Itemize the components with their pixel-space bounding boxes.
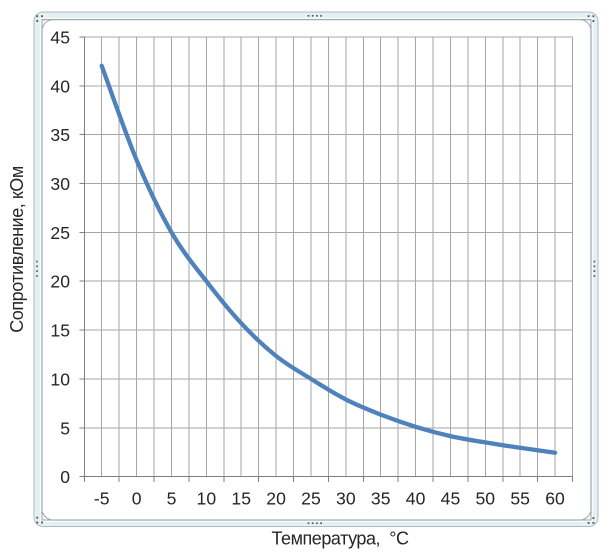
svg-text:-5: -5 [94,489,110,509]
svg-text:35: 35 [50,125,70,145]
svg-text:5: 5 [167,489,177,509]
svg-text:50: 50 [476,489,496,509]
svg-text:Сопротивление, кОм: Сопротивление, кОм [7,166,27,333]
svg-text:20: 20 [266,489,286,509]
svg-text:0: 0 [132,489,142,509]
svg-text:10: 10 [197,489,217,509]
svg-text:55: 55 [510,489,530,509]
svg-text:15: 15 [50,321,70,341]
svg-text:10: 10 [50,369,70,389]
svg-text:25: 25 [50,223,70,243]
svg-text:30: 30 [336,489,356,509]
svg-text:0: 0 [60,467,70,487]
svg-text:40: 40 [406,489,426,509]
svg-text:35: 35 [371,489,391,509]
svg-text:20: 20 [50,272,70,292]
svg-text:40: 40 [50,76,70,96]
svg-text:15: 15 [231,489,251,509]
svg-text:45: 45 [441,489,461,509]
svg-text:60: 60 [545,489,565,509]
svg-text:25: 25 [301,489,321,509]
svg-text:5: 5 [60,418,70,438]
svg-text:45: 45 [50,28,70,48]
svg-text:30: 30 [50,174,70,194]
svg-text:Температура, °C: Температура, °C [271,528,408,548]
